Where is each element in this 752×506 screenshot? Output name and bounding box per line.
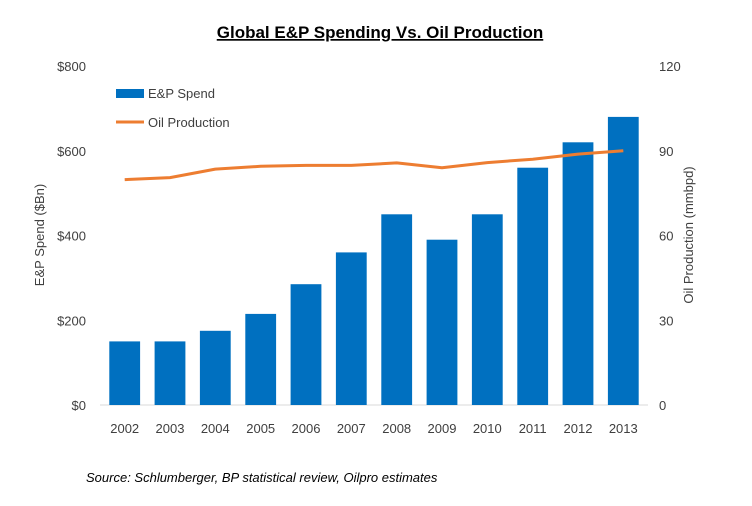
x-tick-label: 2002 bbox=[110, 421, 139, 436]
bar-2008 bbox=[381, 214, 413, 405]
oil-production-line bbox=[124, 149, 624, 182]
x-tick-label: 2011 bbox=[519, 421, 547, 436]
x-tick-label: 2007 bbox=[337, 421, 366, 436]
bar-2005 bbox=[245, 313, 277, 405]
legend-label-bar: E&P Spend bbox=[148, 86, 215, 101]
y-tick-label: $400 bbox=[57, 229, 86, 244]
y2-tick-label: 60 bbox=[659, 229, 673, 244]
x-tick-label: 2009 bbox=[428, 421, 457, 436]
bar-2009 bbox=[426, 239, 458, 405]
x-tick-label: 2005 bbox=[246, 421, 275, 436]
y-tick-label: $800 bbox=[57, 59, 86, 74]
y-tick-label: $200 bbox=[57, 313, 86, 328]
y-tick-label: $0 bbox=[72, 398, 86, 413]
y2-tick-label: 30 bbox=[659, 313, 673, 328]
bar-2002 bbox=[109, 341, 141, 405]
y-tick-label: $600 bbox=[57, 144, 86, 159]
x-tick-label: 2013 bbox=[609, 421, 638, 436]
y2-tick-label: 90 bbox=[659, 144, 673, 159]
x-tick-label: 2010 bbox=[473, 421, 502, 436]
bar-2007 bbox=[335, 252, 367, 405]
y2-tick-label: 0 bbox=[659, 398, 666, 413]
y2-tick-label: 120 bbox=[659, 59, 681, 74]
legend-label-line: Oil Production bbox=[148, 115, 230, 130]
bar-2004 bbox=[199, 330, 231, 405]
y-axis-label: E&P Spend ($Bn) bbox=[32, 184, 47, 286]
y2-axis-label: Oil Production (mmbpd) bbox=[681, 166, 696, 303]
chart-title: Global E&P Spending Vs. Oil Production bbox=[217, 23, 544, 42]
legend-swatch-bar bbox=[116, 89, 144, 98]
x-axis-ticks: 2002 2003 2004 2005 2006 2007 2008 2009 2010 2011… bbox=[110, 421, 638, 436]
x-tick-label: 2006 bbox=[292, 421, 321, 436]
x-tick-label: 2008 bbox=[382, 421, 411, 436]
x-tick-label: 2012 bbox=[564, 421, 593, 436]
bar-2013 bbox=[607, 116, 639, 406]
source-note: Source: Schlumberger, BP statistical rev… bbox=[86, 470, 438, 485]
bar-2011 bbox=[517, 167, 549, 405]
line-series-group bbox=[124, 149, 624, 182]
right-axis-ticks: 0 30 60 90 120 bbox=[659, 59, 681, 413]
bar-2010 bbox=[471, 214, 503, 405]
bar-2003 bbox=[154, 341, 186, 405]
bar-2012 bbox=[562, 142, 594, 406]
bar-2006 bbox=[290, 284, 322, 405]
bar-series-group bbox=[109, 116, 639, 406]
x-tick-label: 2004 bbox=[201, 421, 230, 436]
x-tick-label: 2003 bbox=[156, 421, 185, 436]
left-axis-ticks: $0 $200 $400 $600 $800 bbox=[57, 59, 86, 413]
legend: E&P Spend Oil Production bbox=[116, 86, 230, 130]
